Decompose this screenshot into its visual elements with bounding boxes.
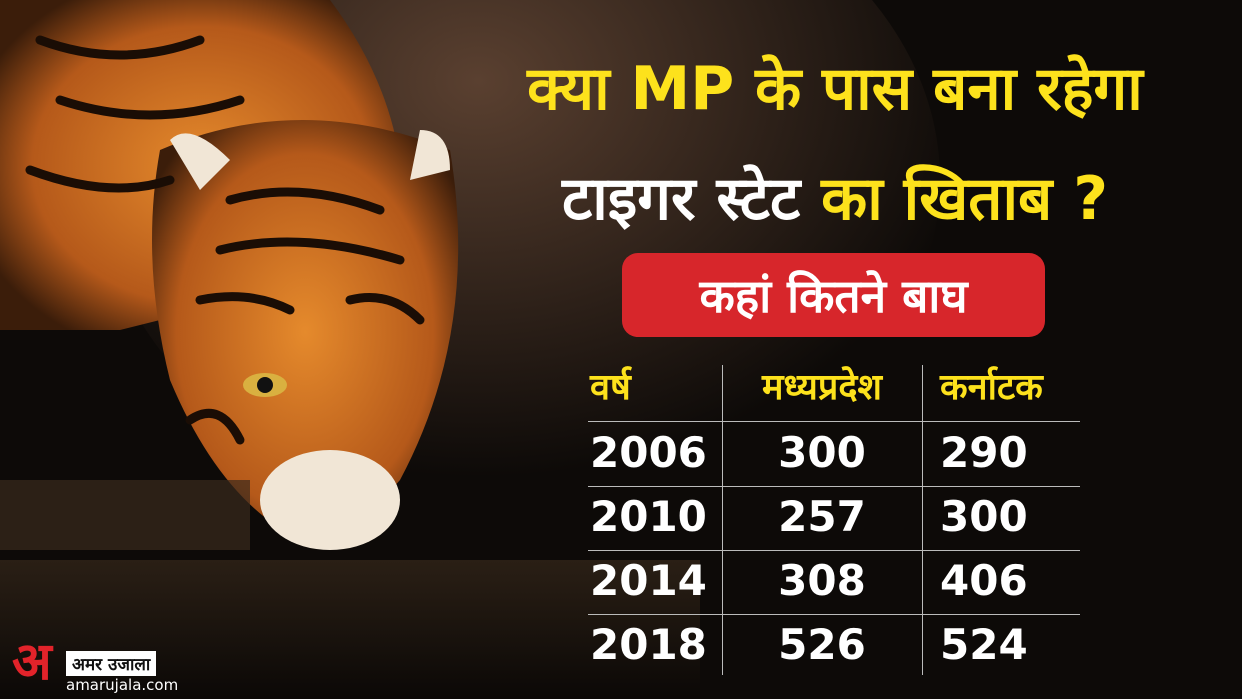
badge: कहां कितने बाघ	[622, 253, 1045, 337]
headline-line: क्या MP के पास बना रहेगा	[527, 54, 1143, 124]
table-cell: 300	[940, 492, 1028, 541]
table-cell: 300	[778, 428, 866, 477]
column-header: मध्यप्रदेश	[761, 367, 883, 408]
table-cell: 290	[940, 428, 1028, 477]
headline-yellow: का खिताब ?	[821, 164, 1108, 234]
table-cell: 524	[940, 620, 1028, 669]
row-divider	[588, 421, 1080, 422]
column-divider	[722, 365, 723, 675]
table-cell: 308	[778, 556, 866, 605]
table-cell: 257	[778, 492, 866, 541]
table-cell: 2006	[590, 428, 707, 477]
column-header: वर्ष	[590, 367, 631, 408]
logo-name: अमर उजाला	[66, 651, 157, 676]
headline-line: टाइगर स्टेट का खिताब ?	[430, 155, 1240, 237]
table-cell: 406	[940, 556, 1028, 605]
row-divider	[588, 614, 1080, 615]
table-cell: 526	[778, 620, 866, 669]
column-header: कर्नाटक	[940, 367, 1043, 408]
logo-mark: अ	[12, 632, 52, 692]
headline-white: टाइगर स्टेट	[562, 164, 801, 234]
row-divider	[588, 550, 1080, 551]
logo-site: amarujala.com	[66, 676, 179, 694]
table-cell: 2018	[590, 620, 707, 669]
table-cell: 2014	[590, 556, 707, 605]
column-divider	[922, 365, 923, 675]
table-cell: 2010	[590, 492, 707, 541]
row-divider	[588, 486, 1080, 487]
